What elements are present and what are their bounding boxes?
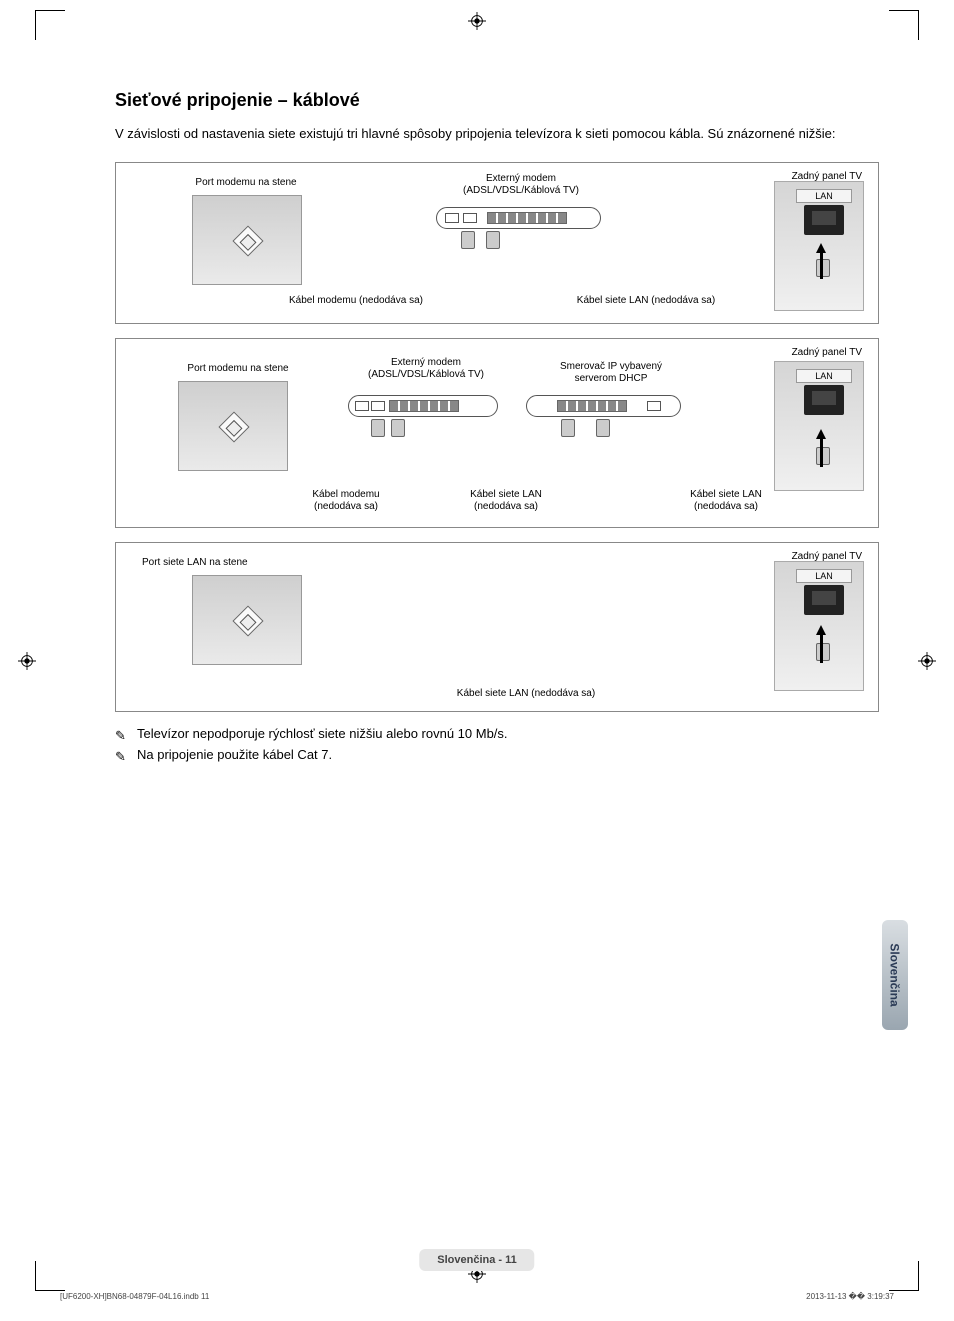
wall-port-icon <box>192 195 302 285</box>
wall-jack-icon <box>218 411 249 442</box>
cable-plug-icon <box>816 447 830 465</box>
crop-mark-br <box>889 1261 919 1291</box>
cable-plug-icon <box>561 419 575 437</box>
cable-modem-line2: (nedodáva sa) <box>314 501 378 512</box>
modem-label: Externý modem (ADSL/VDSL/Káblová TV) <box>431 173 611 197</box>
note-cable: ✎ Na pripojenie použite kábel Cat 7. <box>115 747 879 762</box>
modem-port-icon <box>371 401 385 411</box>
note-icon: ✎ <box>115 728 126 744</box>
page-footer: Slovenčina - 11 <box>419 1249 534 1271</box>
cable-plug-icon <box>816 259 830 277</box>
registration-mark-icon <box>468 12 486 30</box>
wall-jack-icon <box>232 225 263 256</box>
wall-port-icon <box>192 575 302 665</box>
language-tab: Slovenčina <box>882 920 908 1030</box>
router-label-line2: serverom DHCP <box>575 373 648 384</box>
note-icon: ✎ <box>115 749 126 765</box>
wall-port-label: Port modemu na stene <box>176 177 316 189</box>
cable-lan2-line1: Kábel siete LAN <box>690 489 762 500</box>
modem-port-icon <box>463 213 477 223</box>
registration-mark-icon <box>18 652 36 670</box>
cable-lan-label: Kábel siete LAN (nedodáva sa) <box>416 688 636 700</box>
arrow-line-icon <box>820 439 823 467</box>
cable-plug-icon <box>391 419 405 437</box>
diagram-wired-direct-lan: Zadný panel TV Port siete LAN na stene L… <box>115 542 879 712</box>
lan-port-icon <box>804 205 844 235</box>
cable-plug-icon <box>596 419 610 437</box>
modem-icon <box>436 207 601 229</box>
modem-label-line1: Externý modem <box>486 173 556 184</box>
intro-paragraph: V závislosti od nastavenia siete existuj… <box>115 125 879 144</box>
lan-port-label: LAN <box>796 189 852 203</box>
note-cable-text: Na pripojenie použite kábel Cat 7. <box>137 747 332 762</box>
wall-port-icon <box>178 381 288 471</box>
wall-port-label: Port siete LAN na stene <box>142 557 302 569</box>
cable-lan1-line1: Kábel siete LAN <box>470 489 542 500</box>
registration-mark-icon <box>918 652 936 670</box>
router-icon <box>526 395 681 417</box>
note-speed: ✎ Televízor nepodporuje rýchlosť siete n… <box>115 726 879 741</box>
cable-modem-label: Kábel modemu (nedodáva sa) <box>286 489 406 513</box>
cable-plug-icon <box>816 643 830 661</box>
wall-port-label: Port modemu na stene <box>168 363 308 375</box>
modem-label-line1: Externý modem <box>391 357 461 368</box>
crop-mark-tr <box>889 10 919 40</box>
modem-port-icon <box>445 213 459 223</box>
cable-modem-label: Kábel modemu (nedodáva sa) <box>256 295 456 307</box>
lan-port-label: LAN <box>796 569 852 583</box>
print-info-left: [UF6200-XH]BN68-04879F-04L16.indb 11 <box>60 1292 209 1301</box>
router-ports-icon <box>557 400 627 412</box>
section-title: Sieťové pripojenie – káblové <box>115 90 879 111</box>
modem-label: Externý modem (ADSL/VDSL/Káblová TV) <box>351 357 501 381</box>
language-tab-label: Slovenčina <box>888 943 902 1006</box>
modem-label-line2: (ADSL/VDSL/Káblová TV) <box>368 369 484 380</box>
crop-mark-tl <box>35 10 65 40</box>
lan-port-icon <box>804 585 844 615</box>
router-label: Smerovač IP vybavený serverom DHCP <box>536 361 686 385</box>
cable-lan-label: Kábel siete LAN (nedodáva sa) <box>546 295 746 307</box>
lan-port-label: LAN <box>796 369 852 383</box>
diagram-wired-modem: Zadný panel TV Port modemu na stene Exte… <box>115 162 879 324</box>
router-port-icon <box>647 401 661 411</box>
router-label-line1: Smerovač IP vybavený <box>560 361 662 372</box>
modem-label-line2: (ADSL/VDSL/Káblová TV) <box>463 185 579 196</box>
arrow-up-icon <box>816 243 826 253</box>
cable-plug-icon <box>461 231 475 249</box>
arrow-line-icon <box>820 253 823 279</box>
arrow-up-icon <box>816 429 826 439</box>
modem-icon <box>348 395 498 417</box>
cable-plug-icon <box>486 231 500 249</box>
cable-lan1-line2: (nedodáva sa) <box>474 501 538 512</box>
crop-mark-bl <box>35 1261 65 1291</box>
modem-port-icon <box>355 401 369 411</box>
cable-plug-icon <box>371 419 385 437</box>
arrow-up-icon <box>816 625 826 635</box>
cable-lan-label: Kábel siete LAN (nedodáva sa) <box>446 489 566 513</box>
note-speed-text: Televízor nepodporuje rýchlosť siete niž… <box>137 726 508 741</box>
cable-lan-label: Kábel siete LAN (nedodáva sa) <box>666 489 786 513</box>
print-info-right: 2013-11-13 �� 3:19:37 <box>806 1292 894 1301</box>
modem-ports-icon <box>389 400 459 412</box>
page-content: Sieťové pripojenie – káblové V závislost… <box>115 90 879 762</box>
cable-lan2-line2: (nedodáva sa) <box>694 501 758 512</box>
cable-modem-line1: Kábel modemu <box>312 489 379 500</box>
arrow-line-icon <box>820 635 823 663</box>
diagram-wired-modem-router: Zadný panel TV Port modemu na stene Exte… <box>115 338 879 528</box>
wall-jack-icon <box>232 605 263 636</box>
modem-ports-icon <box>487 212 567 224</box>
tv-panel-label: Zadný panel TV <box>792 347 862 358</box>
lan-port-icon <box>804 385 844 415</box>
